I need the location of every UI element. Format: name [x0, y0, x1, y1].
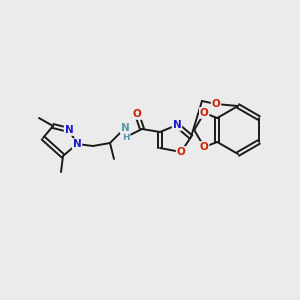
Text: O: O — [200, 108, 208, 118]
Text: O: O — [212, 99, 220, 109]
Text: H: H — [122, 133, 130, 142]
Text: N: N — [73, 139, 81, 149]
Text: O: O — [200, 142, 208, 152]
Text: N: N — [64, 125, 74, 135]
Text: N: N — [172, 120, 182, 130]
Text: O: O — [177, 147, 185, 157]
Text: N: N — [121, 123, 129, 133]
Text: O: O — [133, 109, 141, 119]
